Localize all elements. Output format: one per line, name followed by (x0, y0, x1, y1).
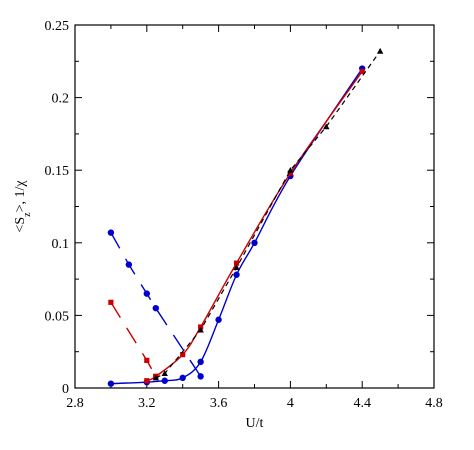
x-tick-label: 4.8 (425, 396, 443, 411)
x-tick-label: 4 (287, 396, 294, 411)
data-point (197, 373, 204, 380)
x-tick-label: 4.4 (353, 396, 371, 411)
data-point (197, 358, 204, 366)
series-5 (152, 47, 384, 381)
y-tick-label: 0 (62, 382, 69, 397)
y-tick-label: 0.15 (45, 164, 70, 179)
y-tick-label: 0.25 (45, 19, 70, 34)
series-line (110, 232, 202, 377)
data-point (233, 271, 240, 278)
plot-frame (74, 24, 435, 389)
x-axis-label: U/t (246, 416, 264, 431)
data-point (152, 374, 159, 381)
data-point (179, 374, 186, 382)
data-point (161, 370, 168, 377)
y-tick-label: 0.2 (52, 92, 70, 107)
data-point (376, 47, 384, 54)
y-tick-labels: 0 0.05 0.1 0.15 0.2 0.25 (45, 19, 70, 397)
x-tick-label: 3.2 (138, 396, 156, 411)
data-point (197, 326, 204, 333)
y-tick-label: 0.05 (45, 309, 70, 324)
data-point (108, 299, 114, 305)
series-line (146, 71, 363, 382)
series-2 (107, 229, 204, 380)
data-point (152, 304, 159, 312)
data-point (251, 239, 258, 246)
data-point (107, 380, 115, 387)
series-3 (144, 68, 365, 384)
data-point (215, 316, 222, 323)
axis-ticks (74, 24, 435, 389)
data-point (323, 123, 330, 130)
y-axis-label: <Sz>, 1/χ (13, 180, 33, 233)
x-tick-labels: 2.8 3.2 3.6 4 4.4 4.8 (66, 396, 443, 411)
data-point (233, 264, 240, 271)
data-point (143, 290, 150, 297)
data-point (125, 261, 133, 268)
data-point (287, 167, 294, 173)
x-tick-label: 2.8 (66, 396, 84, 411)
data-point (161, 377, 168, 384)
series-4 (108, 299, 159, 379)
data-point (180, 352, 186, 358)
data-point (144, 378, 150, 384)
series-line (110, 301, 157, 377)
data-point (287, 170, 293, 176)
series-group (107, 47, 384, 387)
series-line (155, 50, 381, 379)
x-tick-label: 3.6 (210, 396, 228, 411)
series-line (110, 68, 363, 385)
data-point (359, 68, 365, 75)
data-point (233, 260, 240, 266)
data-point (107, 229, 115, 236)
data-point (144, 357, 150, 364)
series-1 (107, 65, 366, 387)
y-tick-label: 0.1 (52, 237, 70, 252)
